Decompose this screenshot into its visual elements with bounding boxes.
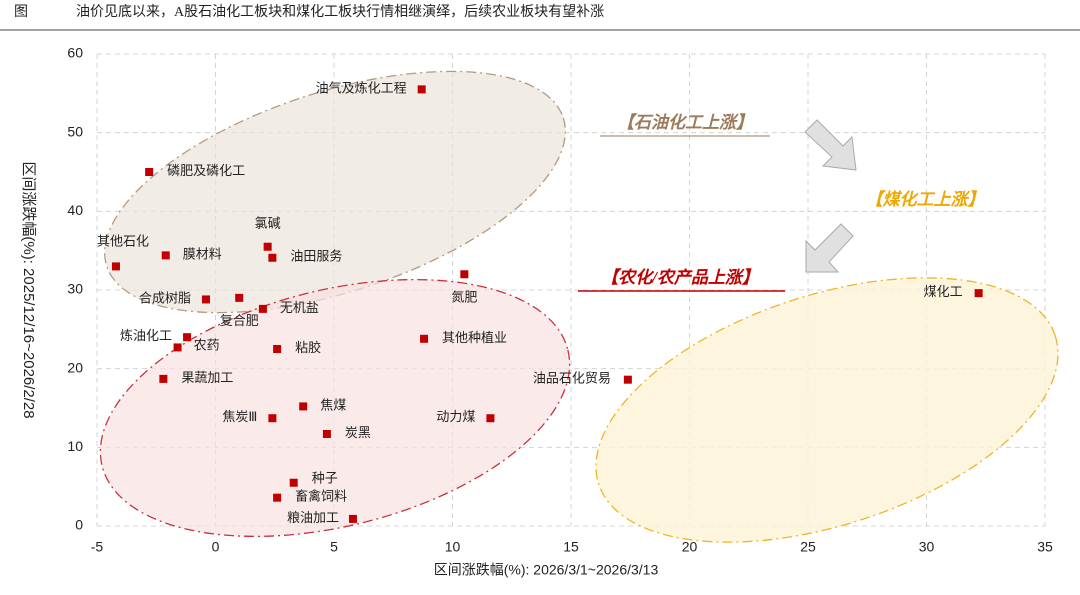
point-label: 焦煤: [320, 397, 346, 412]
point-label: 油田服务: [290, 249, 342, 264]
arrow: [805, 223, 854, 273]
point: [159, 374, 168, 383]
x-tick-label: -5: [91, 539, 104, 555]
agri-ellipse: [99, 278, 571, 538]
point: [486, 414, 495, 423]
annotation: 【煤化工上涨】: [866, 190, 985, 209]
figure-label: 图: [14, 5, 28, 20]
y-tick-label: 40: [67, 202, 83, 218]
point: [348, 514, 357, 523]
point: [183, 333, 192, 342]
point-label: 粮油加工: [287, 510, 339, 525]
point-label: 种子: [312, 471, 338, 486]
point-label: 动力煤: [436, 409, 475, 424]
ellipses: [99, 70, 1059, 543]
annotation: 【农化/农产品上涨】: [601, 268, 759, 287]
y-tick-label: 50: [67, 123, 83, 139]
point: [420, 334, 429, 343]
point: [202, 295, 211, 304]
point-label: 其他种植业: [442, 330, 507, 345]
petro-ellipse: [104, 70, 566, 314]
point-label: 果蔬加工: [181, 370, 233, 385]
point: [273, 493, 282, 502]
point: [161, 251, 170, 260]
y-tick-label: 20: [67, 359, 83, 375]
y-tick-label: 0: [75, 517, 83, 533]
point-label: 煤化工: [924, 284, 963, 299]
y-axis-label: 区间涨跌幅(%): 2025/12/16~2026/2/28: [20, 161, 37, 418]
point-label: 油气及炼化工程: [316, 80, 407, 95]
point-label: 合成树脂: [139, 290, 191, 305]
chart-title: 油价见底以来，A股石油化工板块和煤化工板块行情相继演绎，后续农业板块有望补涨: [76, 3, 604, 20]
annotation: 【石油化工上涨】: [617, 113, 753, 132]
point: [974, 289, 983, 298]
point-label: 油品石化贸易: [533, 371, 611, 386]
point: [322, 429, 331, 438]
point: [145, 168, 154, 176]
point: [417, 85, 426, 94]
point: [460, 270, 469, 279]
point: [623, 375, 632, 384]
point-label: 磷肥及磷化工: [167, 163, 245, 178]
point: [268, 253, 277, 262]
x-tick-label: 0: [212, 539, 220, 555]
arrows: [804, 119, 857, 273]
arrow: [804, 119, 857, 171]
y-tick-label: 30: [67, 281, 83, 297]
x-axis-label: 区间涨跌幅(%): 2026/3/1~2026/3/13: [434, 562, 659, 578]
coal-ellipse: [595, 277, 1059, 543]
point-label: 氮肥: [451, 289, 477, 304]
point-label: 粘胶: [295, 340, 321, 355]
point: [268, 414, 277, 423]
point: [263, 242, 272, 251]
x-tick-label: 35: [1037, 539, 1053, 555]
point: [173, 343, 182, 352]
point: [299, 402, 308, 411]
point-label: 氯碱: [255, 216, 281, 231]
point-label: 复合肥: [220, 313, 259, 328]
point: [111, 262, 120, 271]
point-label: 炭黑: [345, 425, 371, 440]
point-label: 其他石化: [97, 233, 149, 248]
point-label: 焦炭Ⅲ: [222, 409, 257, 424]
point: [235, 293, 244, 302]
point: [273, 345, 282, 353]
x-tick-label: 25: [800, 539, 816, 555]
point-label: 农药: [194, 337, 220, 352]
x-tick-label: 15: [563, 539, 579, 555]
x-tick-label: 10: [445, 539, 461, 555]
x-tick-label: 5: [330, 539, 338, 555]
x-tick-label: 20: [682, 539, 698, 555]
point-label: 无机盐: [280, 300, 319, 315]
point-label: 炼油化工: [120, 328, 172, 343]
y-tick-label: 60: [67, 45, 83, 61]
x-tick-label: 30: [919, 539, 935, 555]
point: [289, 478, 298, 487]
point: [258, 304, 267, 313]
point-label: 畜禽饲料: [295, 489, 347, 504]
y-tick-label: 10: [67, 438, 83, 454]
point-label: 膜材料: [183, 246, 222, 261]
